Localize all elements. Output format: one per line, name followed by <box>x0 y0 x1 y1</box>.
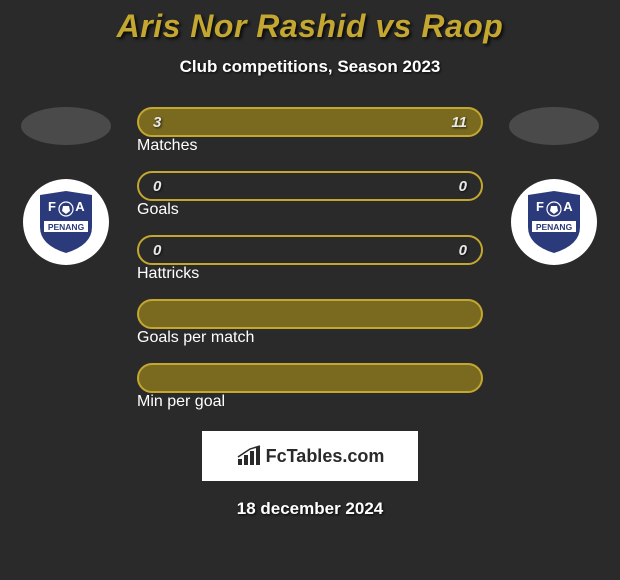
logo-text: FcTables.com <box>266 446 385 467</box>
stat-label: Goals per match <box>137 329 254 346</box>
stat-bar-goals-per-match: Goals per match <box>137 299 483 347</box>
badge-letter-a: A <box>75 199 85 214</box>
shield-icon: F A PENANG <box>38 191 94 253</box>
svg-text:PENANG: PENANG <box>536 222 573 232</box>
svg-text:A: A <box>563 199 573 214</box>
stat-value-right: 11 <box>451 114 467 131</box>
stat-value-right: 0 <box>459 178 467 195</box>
page-title: Aris Nor Rashid vs Raop <box>0 8 620 45</box>
stat-bar-matches: 3 11 Matches <box>137 107 483 155</box>
svg-text:F: F <box>536 199 544 214</box>
subtitle: Club competitions, Season 2023 <box>0 57 620 77</box>
infographic-container: Aris Nor Rashid vs Raop Club competition… <box>0 0 620 519</box>
player-avatar-right <box>509 107 599 145</box>
team-badge-right: F A PENANG <box>511 179 597 265</box>
team-badge-left: F A PENANG <box>23 179 109 265</box>
stat-label: Min per goal <box>137 393 225 410</box>
logo-box: FcTables.com <box>202 431 418 481</box>
stat-bars: 3 11 Matches 0 0 Goals 0 0 Hattricks Goals per ma… <box>137 107 483 411</box>
main-row: F A PENANG 3 11 Matches 0 0 Goals 0 0 Hattricks G… <box>0 107 620 411</box>
stat-bar-hattricks: 0 0 Hattricks <box>137 235 483 283</box>
stat-label: Matches <box>137 137 197 154</box>
bars-icon <box>236 445 262 467</box>
right-player-col: F A PENANG <box>499 107 609 265</box>
shield-icon: F A PENANG <box>526 191 582 253</box>
date-text: 18 december 2024 <box>0 499 620 519</box>
badge-letter-f: F <box>48 199 56 214</box>
stat-label: Goals <box>137 201 179 218</box>
stat-value-left: 0 <box>153 242 161 259</box>
stat-value-right: 0 <box>459 242 467 259</box>
stat-bar-goals: 0 0 Goals <box>137 171 483 219</box>
stat-value-left: 3 <box>153 114 161 131</box>
badge-text-penang: PENANG <box>48 222 85 232</box>
fctables-logo: FcTables.com <box>236 445 385 467</box>
stat-bar-min-per-goal: Min per goal <box>137 363 483 411</box>
stat-value-left: 0 <box>153 178 161 195</box>
stat-label: Hattricks <box>137 265 199 282</box>
player-avatar-left <box>21 107 111 145</box>
left-player-col: F A PENANG <box>11 107 121 265</box>
